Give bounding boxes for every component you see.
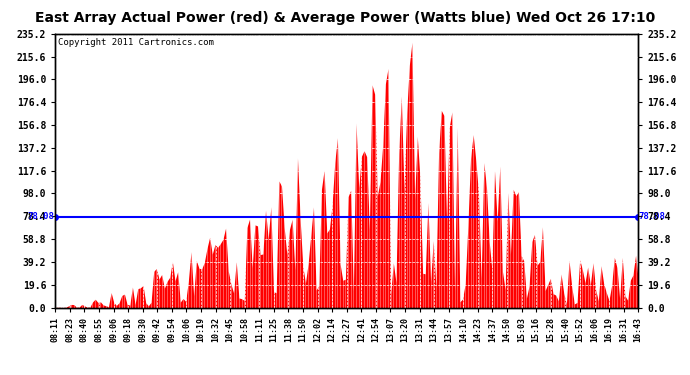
Text: 78.08: 78.08: [639, 212, 666, 221]
Text: East Array Actual Power (red) & Average Power (Watts blue) Wed Oct 26 17:10: East Array Actual Power (red) & Average …: [35, 11, 655, 25]
Text: 78.08: 78.08: [28, 212, 55, 221]
Text: Copyright 2011 Cartronics.com: Copyright 2011 Cartronics.com: [58, 38, 214, 47]
